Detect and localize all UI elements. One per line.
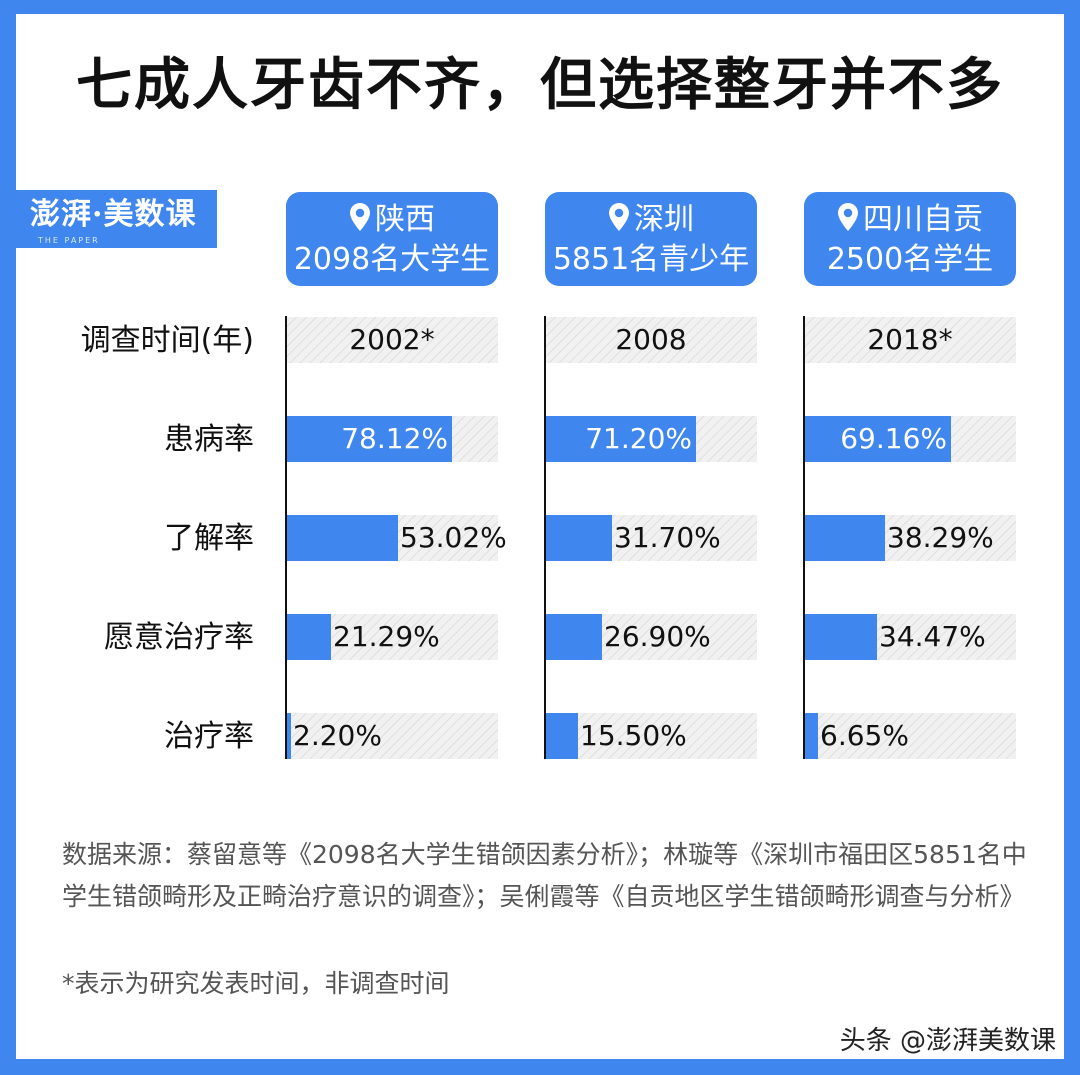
column-header-shenzhen: 深圳 5851名青少年 — [545, 192, 757, 286]
logo-text: 澎湃·美数课 — [30, 197, 197, 232]
row-label-willingness: 愿意治疗率 — [104, 620, 254, 655]
bar-value-label: 26.90% — [604, 620, 711, 653]
survey-year-label: 2002* — [349, 323, 435, 356]
watermark: 头条 @澎湃美数课 — [839, 1026, 1056, 1056]
column-header-shaanxi: 陕西 2098名大学生 — [286, 192, 498, 286]
bar — [286, 515, 398, 561]
bar-value-label: 38.29% — [887, 521, 994, 554]
footnote: *表示为研究发表时间，非调查时间 — [62, 969, 450, 998]
column-sample: 5851名青少年 — [552, 242, 750, 277]
bar — [804, 713, 818, 759]
year-track — [286, 317, 498, 363]
year-track — [804, 317, 1016, 363]
logo-subtext: THE PAPER — [38, 236, 100, 245]
column-location: 四川自贡 — [863, 202, 983, 237]
bar — [804, 416, 951, 462]
bar-track — [286, 713, 498, 759]
bar-value-label: 31.70% — [614, 521, 721, 554]
bar — [286, 614, 331, 660]
bar — [545, 416, 696, 462]
column-sample: 2098名大学生 — [293, 242, 491, 277]
column-location: 陕西 — [375, 202, 435, 237]
bar-value-label: 78.12% — [341, 422, 448, 455]
axis-line — [803, 316, 805, 759]
bar-value-label: 71.20% — [585, 422, 692, 455]
row-label-treatment: 治疗率 — [164, 719, 254, 754]
bar-value-label: 34.47% — [879, 620, 986, 653]
bar — [545, 614, 602, 660]
bar — [286, 416, 452, 462]
data-source: 数据来源：蔡留意等《2098名大学生错颌因素分析》；林璇等《深圳市福田区5851… — [62, 840, 1027, 911]
column-header-zigong: 四川自贡 2500名学生 — [804, 192, 1016, 286]
bar-value-label: 53.02% — [400, 521, 507, 554]
survey-year-label: 2008 — [615, 323, 687, 356]
logo: 澎湃·美数课 — [0, 190, 217, 248]
bar — [545, 713, 578, 759]
chart-title: 七成人牙齿不齐，但选择整牙并不多 — [76, 53, 1004, 118]
bar-value-label: 6.65% — [820, 719, 909, 752]
location-pin-icon — [350, 203, 370, 231]
axis-line — [544, 316, 546, 759]
bar — [286, 713, 291, 759]
row-label-awareness: 了解率 — [164, 521, 254, 556]
bar-value-label: 21.29% — [333, 620, 440, 653]
row-label-prevalence: 患病率 — [164, 422, 254, 457]
bar-track — [804, 713, 1016, 759]
row-label-survey-year: 调查时间(年) — [80, 323, 254, 358]
bar — [545, 515, 612, 561]
bar-value-label: 2.20% — [293, 719, 382, 752]
year-track — [545, 317, 757, 363]
survey-year-label: 2018* — [867, 323, 953, 356]
bar-track — [545, 713, 757, 759]
axis-line — [285, 316, 287, 759]
column-location: 深圳 — [634, 202, 694, 237]
location-pin-icon — [609, 203, 629, 231]
bar — [804, 515, 885, 561]
column-sample: 2500名学生 — [826, 242, 994, 277]
bar-value-label: 15.50% — [580, 719, 687, 752]
location-pin-icon — [838, 203, 858, 231]
bar-value-label: 69.16% — [840, 422, 947, 455]
bar — [804, 614, 877, 660]
